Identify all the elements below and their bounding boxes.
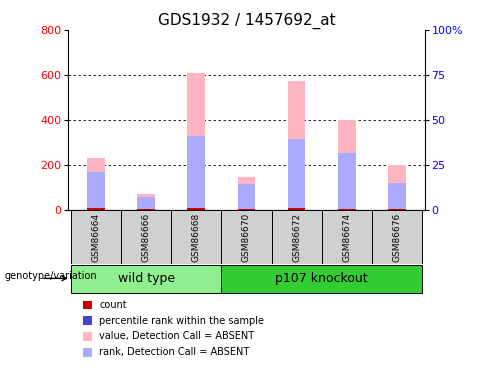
Bar [238,209,255,210]
Bar [187,208,205,210]
Bar [388,165,406,210]
Bar [388,183,406,210]
Bar [322,210,372,264]
Bar [338,209,356,210]
Text: GSM86664: GSM86664 [91,213,101,262]
Bar [372,210,422,264]
Text: GSM86666: GSM86666 [142,213,151,262]
Text: GSM86674: GSM86674 [342,213,351,262]
Text: GSM86668: GSM86668 [192,213,201,262]
Bar [187,73,205,210]
Bar [271,210,322,264]
Bar [71,265,222,293]
Bar [137,209,155,210]
Bar [137,194,155,210]
Bar [87,158,105,210]
Text: wild type: wild type [118,272,175,285]
Text: GSM86676: GSM86676 [392,213,402,262]
Bar [187,136,205,210]
Bar [238,184,255,210]
Bar [388,209,406,210]
Bar [87,208,105,210]
Bar [288,139,305,210]
Bar [137,196,155,210]
Bar [222,265,422,293]
Bar [288,81,305,210]
Bar [121,210,171,264]
Text: percentile rank within the sample: percentile rank within the sample [99,316,264,326]
Text: value, Detection Call = ABSENT: value, Detection Call = ABSENT [99,332,254,342]
Text: rank, Detection Call = ABSENT: rank, Detection Call = ABSENT [99,347,249,357]
Text: GSM86670: GSM86670 [242,213,251,262]
Text: count: count [99,300,127,310]
Text: GSM86672: GSM86672 [292,213,301,262]
Bar [87,172,105,210]
Bar [338,153,356,210]
Bar [288,208,305,210]
Bar [238,177,255,210]
Bar [222,210,271,264]
Text: p107 knockout: p107 knockout [275,272,368,285]
Bar [171,210,222,264]
Bar [71,210,121,264]
Text: genotype/variation: genotype/variation [5,272,98,281]
Title: GDS1932 / 1457692_at: GDS1932 / 1457692_at [158,12,335,28]
Bar [338,120,356,210]
